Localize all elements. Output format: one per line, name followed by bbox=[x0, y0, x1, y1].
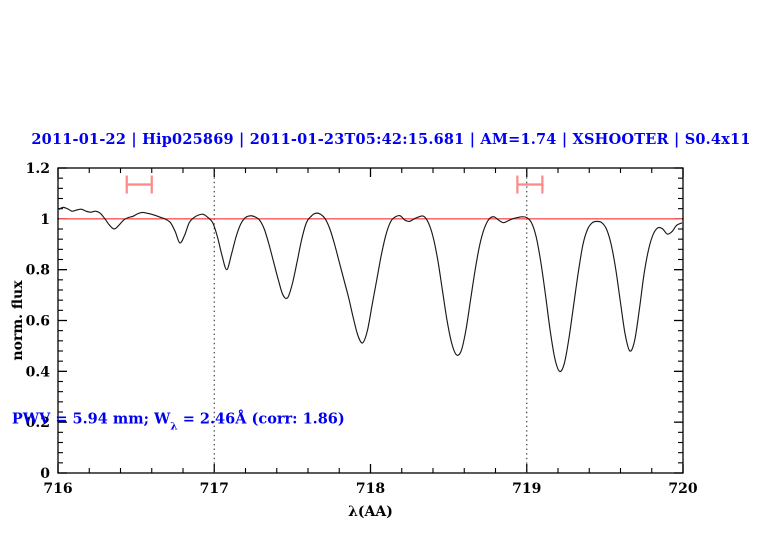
lambda-subscript: λ bbox=[170, 420, 177, 432]
pwv-annotation: PWV = 5.94 mm; Wλ = 2.46Å (corr: 1.86) bbox=[12, 409, 345, 432]
correction-value: (corr: 1.86) bbox=[252, 410, 345, 427]
ytick-label: 0.2 bbox=[26, 415, 50, 431]
ytick-label: 0 bbox=[40, 466, 50, 482]
xtick-label: 718 bbox=[356, 481, 385, 497]
spectrum-trace bbox=[59, 206, 682, 373]
plot-title: 2011-01-22 | Hip025869 | 2011-01-23T05:4… bbox=[31, 131, 751, 148]
ytick-label: 0.4 bbox=[26, 364, 51, 380]
equivalent-width-value: = 2.46Å bbox=[178, 409, 252, 427]
xtick-label: 716 bbox=[43, 481, 72, 497]
xaxis-title: λ(AA) bbox=[348, 504, 393, 520]
ytick-label: 1.2 bbox=[26, 161, 50, 177]
yaxis-title: norm. flux bbox=[10, 280, 26, 361]
ytick-label: 0.6 bbox=[26, 314, 50, 330]
xtick-label: 719 bbox=[512, 481, 541, 497]
ytick-label: 0.8 bbox=[26, 263, 50, 279]
ytick-label: 1 bbox=[40, 212, 50, 228]
xtick-label: 720 bbox=[668, 481, 697, 497]
xtick-label: 717 bbox=[200, 481, 229, 497]
equivalent-width-symbol: W bbox=[153, 410, 171, 427]
pwv-value-text: PWV = 5.94 mm; bbox=[12, 410, 154, 427]
